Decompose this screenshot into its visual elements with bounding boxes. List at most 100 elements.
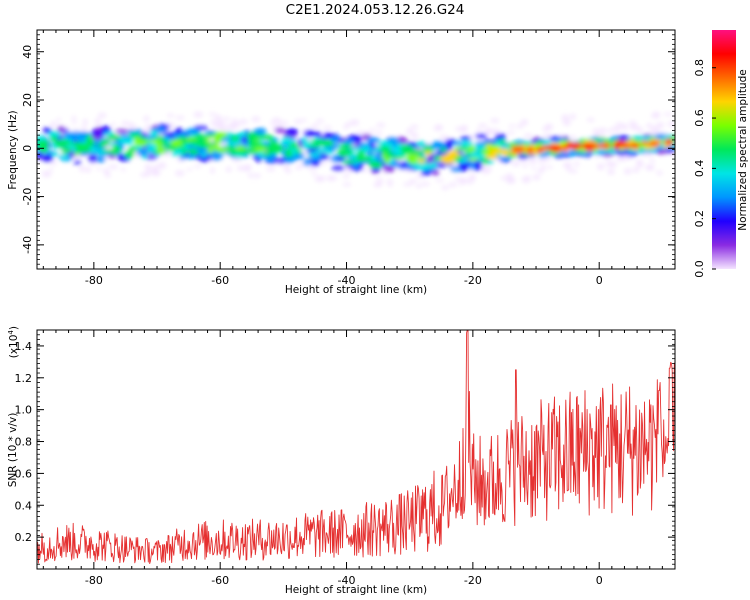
spectrogram-blob: [501, 156, 509, 161]
spectrogram-blob: [86, 139, 95, 145]
spectrogram-blob: [145, 170, 150, 177]
spectrogram-blob: [461, 140, 473, 148]
spectrogram-blob: [433, 126, 439, 131]
spectrogram-y-tick-label: 40: [21, 45, 34, 59]
spectrogram-blob: [368, 161, 383, 169]
spectrogram-blob: [100, 125, 111, 133]
spectrogram-blob: [406, 154, 421, 160]
spectrogram-blob: [175, 115, 185, 120]
spectrogram-blob: [157, 162, 167, 169]
spectrogram-blob: [376, 176, 381, 180]
spectrogram-blob: [377, 141, 392, 145]
spectrogram-blob: [459, 177, 466, 182]
spectrogram-blob: [369, 148, 381, 153]
spectrogram-blob: [78, 165, 85, 173]
spectrogram-blob: [72, 119, 77, 125]
spectrogram-blob: [129, 133, 143, 139]
spectrogram-blob: [80, 125, 88, 131]
spectrogram-blob: [528, 158, 537, 165]
spectrogram-blob: [246, 132, 260, 140]
spectrogram-blob: [418, 159, 426, 164]
spectrogram-blob: [254, 128, 267, 135]
spectrogram-blob: [505, 173, 514, 178]
spectrogram-blob: [386, 178, 394, 183]
spectrogram-blob: [37, 151, 45, 159]
spectrogram-blob: [649, 126, 660, 133]
spectrogram-blob: [383, 166, 395, 173]
spectrogram-blob: [37, 135, 46, 141]
spectrogram-blob: [366, 137, 381, 143]
spectrogram-heatmap: [37, 111, 675, 190]
spectrogram-blob: [229, 149, 238, 156]
spectrogram-blob: [174, 127, 183, 135]
spectrogram-blob: [219, 128, 229, 132]
spectrogram-blob: [342, 182, 352, 187]
spectrogram-blob: [262, 152, 272, 157]
spectrogram-blob: [40, 148, 48, 153]
spectrogram-blob: [311, 172, 317, 176]
spectrogram-blob: [42, 155, 54, 162]
spectrogram-blob: [506, 130, 516, 135]
spectrogram-blobs: [37, 111, 675, 190]
spectrogram-y-tick-label: 20: [21, 93, 34, 107]
spectrogram-blob: [193, 111, 204, 118]
spectrogram-blob: [432, 170, 440, 176]
snr-scale-suffix: ): [8, 326, 20, 330]
snr-scale-prefix: (x10: [8, 335, 20, 359]
spectrogram-blob: [284, 148, 293, 154]
spectrogram-blob: [236, 148, 250, 155]
spectrogram-blob: [373, 183, 383, 187]
spectrogram-blob: [285, 169, 292, 174]
spectrogram-blob: [108, 164, 119, 170]
spectrogram-blob: [455, 126, 463, 132]
spectrogram-blob: [283, 164, 290, 171]
spectrogram-blob: [323, 132, 332, 138]
spectrogram-x-tick-label: -80: [85, 274, 103, 287]
spectrogram-blob: [607, 161, 618, 168]
spectrogram-blob: [490, 118, 500, 124]
spectrogram-blob: [381, 147, 391, 155]
spectrogram-blob: [254, 147, 267, 152]
spectrogram-blob: [264, 134, 274, 141]
spectrogram-blob: [121, 121, 130, 126]
spectrogram-blob: [96, 167, 102, 171]
colorbar-tick-label: 0.0: [693, 260, 706, 278]
spectrogram-blob: [484, 127, 494, 135]
spectrogram-blob: [649, 158, 655, 164]
spectrogram-blob: [303, 159, 312, 166]
colorbar: 0.0 0.2 0.4 0.6 0.8 Normalized spectral ampl…: [693, 30, 749, 278]
spectrogram-blob: [516, 123, 523, 129]
spectrogram-blob: [238, 118, 248, 125]
spectrogram-blob: [491, 128, 501, 135]
spectrogram-blob: [500, 176, 509, 180]
spectrogram-blob: [415, 183, 422, 189]
spectrogram-blob: [587, 143, 600, 148]
spectrogram-blob: [454, 177, 461, 182]
spectrogram-blob: [100, 139, 110, 146]
spectrogram-blob: [295, 164, 302, 171]
spectrogram-blob: [568, 150, 577, 157]
spectrogram-blob: [210, 119, 216, 125]
spectrogram-blob: [508, 124, 516, 128]
spectrogram-blob: [127, 146, 138, 152]
snr-y-tick-label: 1.0: [15, 404, 33, 417]
spectrogram-blob: [316, 139, 326, 146]
spectrogram-blob: [478, 123, 487, 128]
spectrogram-blob: [97, 112, 107, 119]
snr-panel: -80 -60 -40 -20 0 0.2 0.4 0.6 0.8 1.0 1.2 1.4 Heigh…: [7, 326, 676, 596]
spectrogram-blob: [536, 146, 543, 153]
spectrogram-blob: [458, 146, 469, 151]
spectrogram-x-tick-label: -40: [338, 274, 356, 287]
spectrogram-blob: [594, 139, 601, 144]
snr-x-axis-label: Height of straight line (km): [285, 584, 427, 596]
spectrogram-blob: [50, 161, 57, 166]
spectrogram-blob: [143, 115, 150, 123]
spectrogram-blob: [338, 143, 353, 149]
spectrogram-blob: [251, 116, 261, 123]
spectrogram-blob: [467, 145, 476, 153]
spectrogram-blob: [374, 130, 383, 135]
spectrogram-blob: [56, 117, 62, 122]
colorbar-tick-label: 0.4: [693, 160, 706, 178]
colorbar-scale: [712, 30, 736, 269]
spectrogram-blob: [102, 149, 114, 153]
